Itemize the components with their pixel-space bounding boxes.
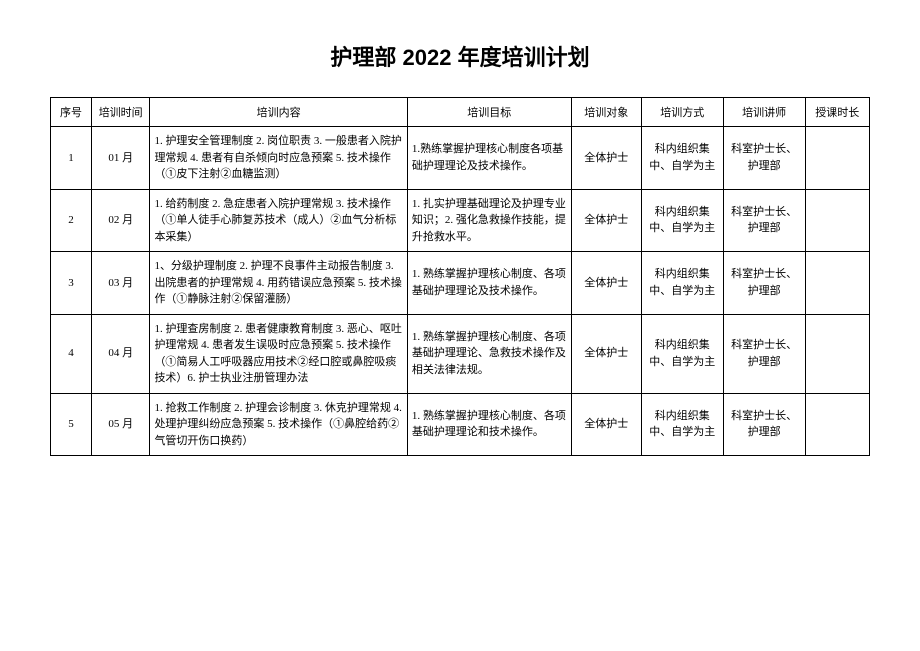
cell-target: 1. 熟练掌握护理核心制度、各项基础护理理论及技术操作。 [407, 252, 571, 315]
table-row: 3 03 月 1、分级护理制度 2. 护理不良事件主动报告制度 3. 出院患者的… [51, 252, 870, 315]
cell-audience: 全体护士 [571, 127, 641, 190]
cell-audience: 全体护士 [571, 189, 641, 252]
cell-target: 1. 熟练掌握护理核心制度、各项基础护理理论和技术操作。 [407, 393, 571, 456]
col-time: 培训时间 [91, 98, 150, 127]
table-row: 2 02 月 1. 给药制度 2. 急症患者入院护理常规 3. 技术操作（①单人… [51, 189, 870, 252]
cell-hours [805, 127, 869, 190]
cell-method: 科内组织集中、自学为主 [641, 393, 723, 456]
cell-method: 科内组织集中、自学为主 [641, 252, 723, 315]
cell-index: 3 [51, 252, 92, 315]
cell-target: 1. 扎实护理基础理论及护理专业知识；2. 强化急救操作技能，提升抢救水平。 [407, 189, 571, 252]
col-index: 序号 [51, 98, 92, 127]
cell-lecturer: 科室护士长、护理部 [723, 393, 805, 456]
cell-audience: 全体护士 [571, 252, 641, 315]
table-row: 5 05 月 1. 抢救工作制度 2. 护理会诊制度 3. 休克护理常规 4. … [51, 393, 870, 456]
cell-content: 1. 护理查房制度 2. 患者健康教育制度 3. 恶心、呕吐护理常规 4. 患者… [150, 314, 407, 393]
cell-index: 5 [51, 393, 92, 456]
cell-content: 1、分级护理制度 2. 护理不良事件主动报告制度 3. 出院患者的护理常规 4.… [150, 252, 407, 315]
cell-index: 1 [51, 127, 92, 190]
cell-content: 1. 抢救工作制度 2. 护理会诊制度 3. 休克护理常规 4. 处理护理纠纷应… [150, 393, 407, 456]
page-title: 护理部 2022 年度培训计划 [50, 40, 870, 72]
col-audience: 培训对象 [571, 98, 641, 127]
training-plan-table: 序号 培训时间 培训内容 培训目标 培训对象 培训方式 培训讲师 授课时长 1 … [50, 97, 870, 456]
cell-index: 4 [51, 314, 92, 393]
cell-method: 科内组织集中、自学为主 [641, 189, 723, 252]
cell-lecturer: 科室护士长、护理部 [723, 252, 805, 315]
cell-method: 科内组织集中、自学为主 [641, 127, 723, 190]
col-lecturer: 培训讲师 [723, 98, 805, 127]
cell-index: 2 [51, 189, 92, 252]
cell-lecturer: 科室护士长、护理部 [723, 189, 805, 252]
cell-time: 04 月 [91, 314, 150, 393]
cell-audience: 全体护士 [571, 314, 641, 393]
cell-time: 05 月 [91, 393, 150, 456]
table-header-row: 序号 培训时间 培训内容 培训目标 培训对象 培训方式 培训讲师 授课时长 [51, 98, 870, 127]
cell-target: 1. 熟练掌握护理核心制度、各项基础护理理论、急救技术操作及相关法律法规。 [407, 314, 571, 393]
cell-time: 02 月 [91, 189, 150, 252]
cell-hours [805, 189, 869, 252]
cell-hours [805, 252, 869, 315]
cell-time: 01 月 [91, 127, 150, 190]
cell-lecturer: 科室护士长、护理部 [723, 314, 805, 393]
cell-lecturer: 科室护士长、护理部 [723, 127, 805, 190]
cell-hours [805, 393, 869, 456]
cell-content: 1. 给药制度 2. 急症患者入院护理常规 3. 技术操作（①单人徒手心肺复苏技… [150, 189, 407, 252]
col-target: 培训目标 [407, 98, 571, 127]
col-method: 培训方式 [641, 98, 723, 127]
cell-content: 1. 护理安全管理制度 2. 岗位职责 3. 一般患者入院护理常规 4. 患者有… [150, 127, 407, 190]
col-hours: 授课时长 [805, 98, 869, 127]
table-row: 1 01 月 1. 护理安全管理制度 2. 岗位职责 3. 一般患者入院护理常规… [51, 127, 870, 190]
cell-time: 03 月 [91, 252, 150, 315]
cell-audience: 全体护士 [571, 393, 641, 456]
table-row: 4 04 月 1. 护理查房制度 2. 患者健康教育制度 3. 恶心、呕吐护理常… [51, 314, 870, 393]
cell-method: 科内组织集中、自学为主 [641, 314, 723, 393]
cell-hours [805, 314, 869, 393]
cell-target: 1.熟练掌握护理核心制度各项基础护理理论及技术操作。 [407, 127, 571, 190]
col-content: 培训内容 [150, 98, 407, 127]
